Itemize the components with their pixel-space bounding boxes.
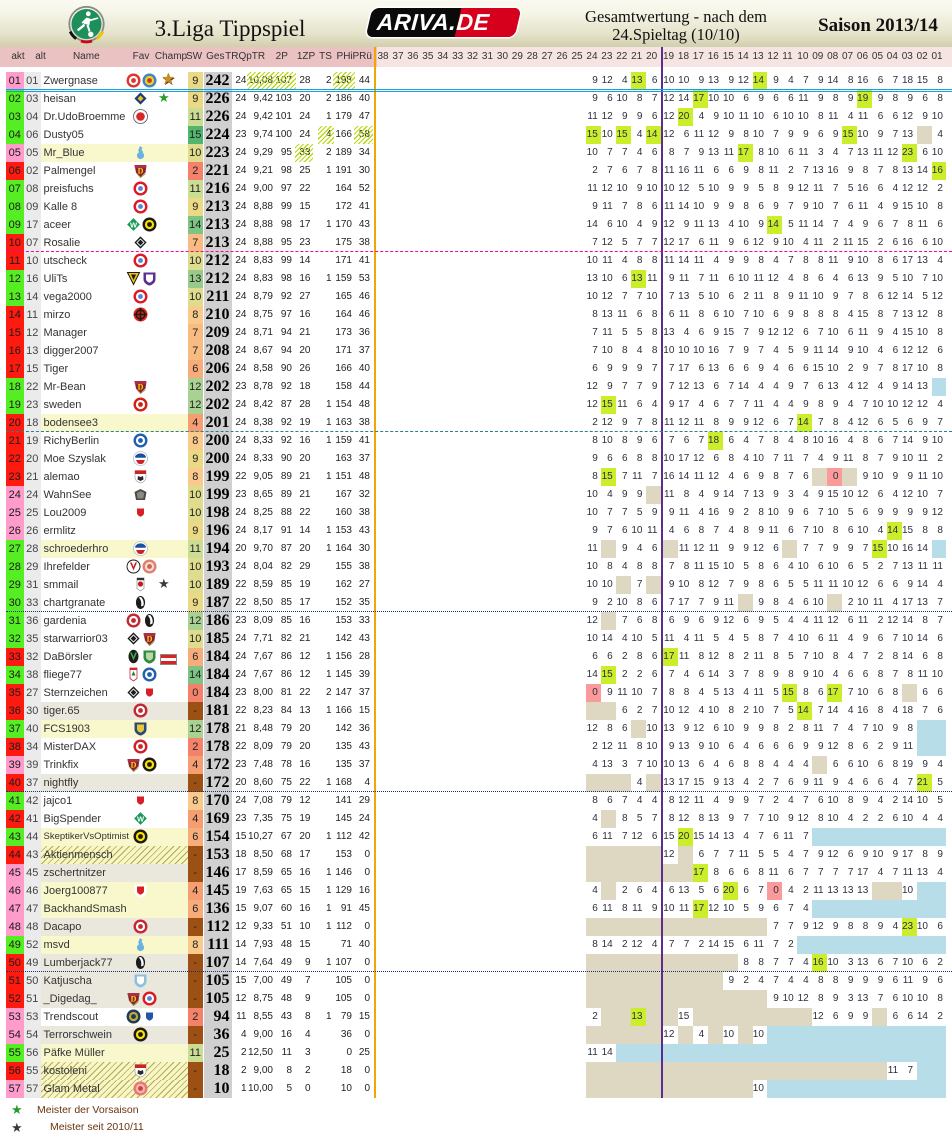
svg-text:D: D xyxy=(131,761,137,770)
svg-text:D: D xyxy=(131,995,137,1004)
svg-text:W: W xyxy=(130,220,138,229)
svg-text:W: W xyxy=(137,814,145,823)
svg-text:D: D xyxy=(138,167,144,176)
svg-text:D: D xyxy=(138,383,144,392)
svg-text:D: D xyxy=(147,635,153,644)
